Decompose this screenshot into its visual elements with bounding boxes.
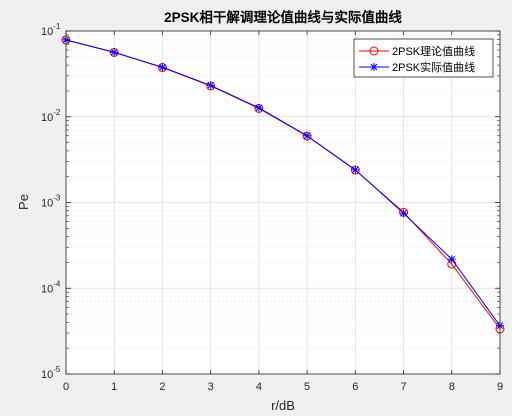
x-tick-label: 5 [304, 381, 310, 393]
data-point-actual [254, 103, 263, 112]
data-point-actual [206, 81, 215, 90]
y-tick-label: 10-3 [41, 194, 61, 210]
data-point-actual [158, 63, 167, 72]
legend-marker-theoretical [369, 46, 379, 56]
legend-box [353, 38, 494, 78]
x-tick-label: 6 [352, 381, 358, 393]
data-point-actual [399, 209, 408, 218]
chart-title: 2PSK相干解调理论值曲线与实际值曲线 [164, 9, 402, 25]
data-point-actual [110, 48, 119, 57]
axis-ticks: 0 1 2 3 4 5 6 7 8 9 10-5 10-4 10-3 10-2 10-1 [41, 22, 503, 393]
legend: 2PSK理论值曲线 2PSK实际值曲线 [353, 38, 494, 78]
data-point-actual [447, 255, 456, 264]
y-axis-label: Pe [16, 194, 31, 210]
y-tick-label: 10-2 [41, 108, 61, 124]
x-tick-label: 8 [449, 381, 455, 393]
x-tick-label: 9 [497, 381, 503, 393]
data-point-actual [351, 165, 360, 174]
legend-marker-actual [370, 63, 378, 71]
x-axis-label: r/dB [271, 398, 295, 413]
x-tick-label: 1 [111, 381, 117, 393]
y-tick-label: 10-5 [41, 365, 61, 381]
series-line-1 [65, 39, 501, 327]
legend-label-theoretical: 2PSK理论值曲线 [392, 44, 475, 58]
y-tick-label: 10-1 [41, 22, 61, 38]
x-tick-label: 4 [256, 381, 262, 393]
x-tick-label: 2 [159, 381, 165, 393]
x-tick-label: 0 [63, 381, 69, 393]
legend-label-actual: 2PSK实际值曲线 [392, 60, 475, 74]
y-tick-label: 10-4 [41, 279, 61, 295]
data-point-actual [303, 131, 312, 140]
x-tick-label: 3 [208, 381, 214, 393]
x-tick-label: 7 [400, 381, 406, 393]
